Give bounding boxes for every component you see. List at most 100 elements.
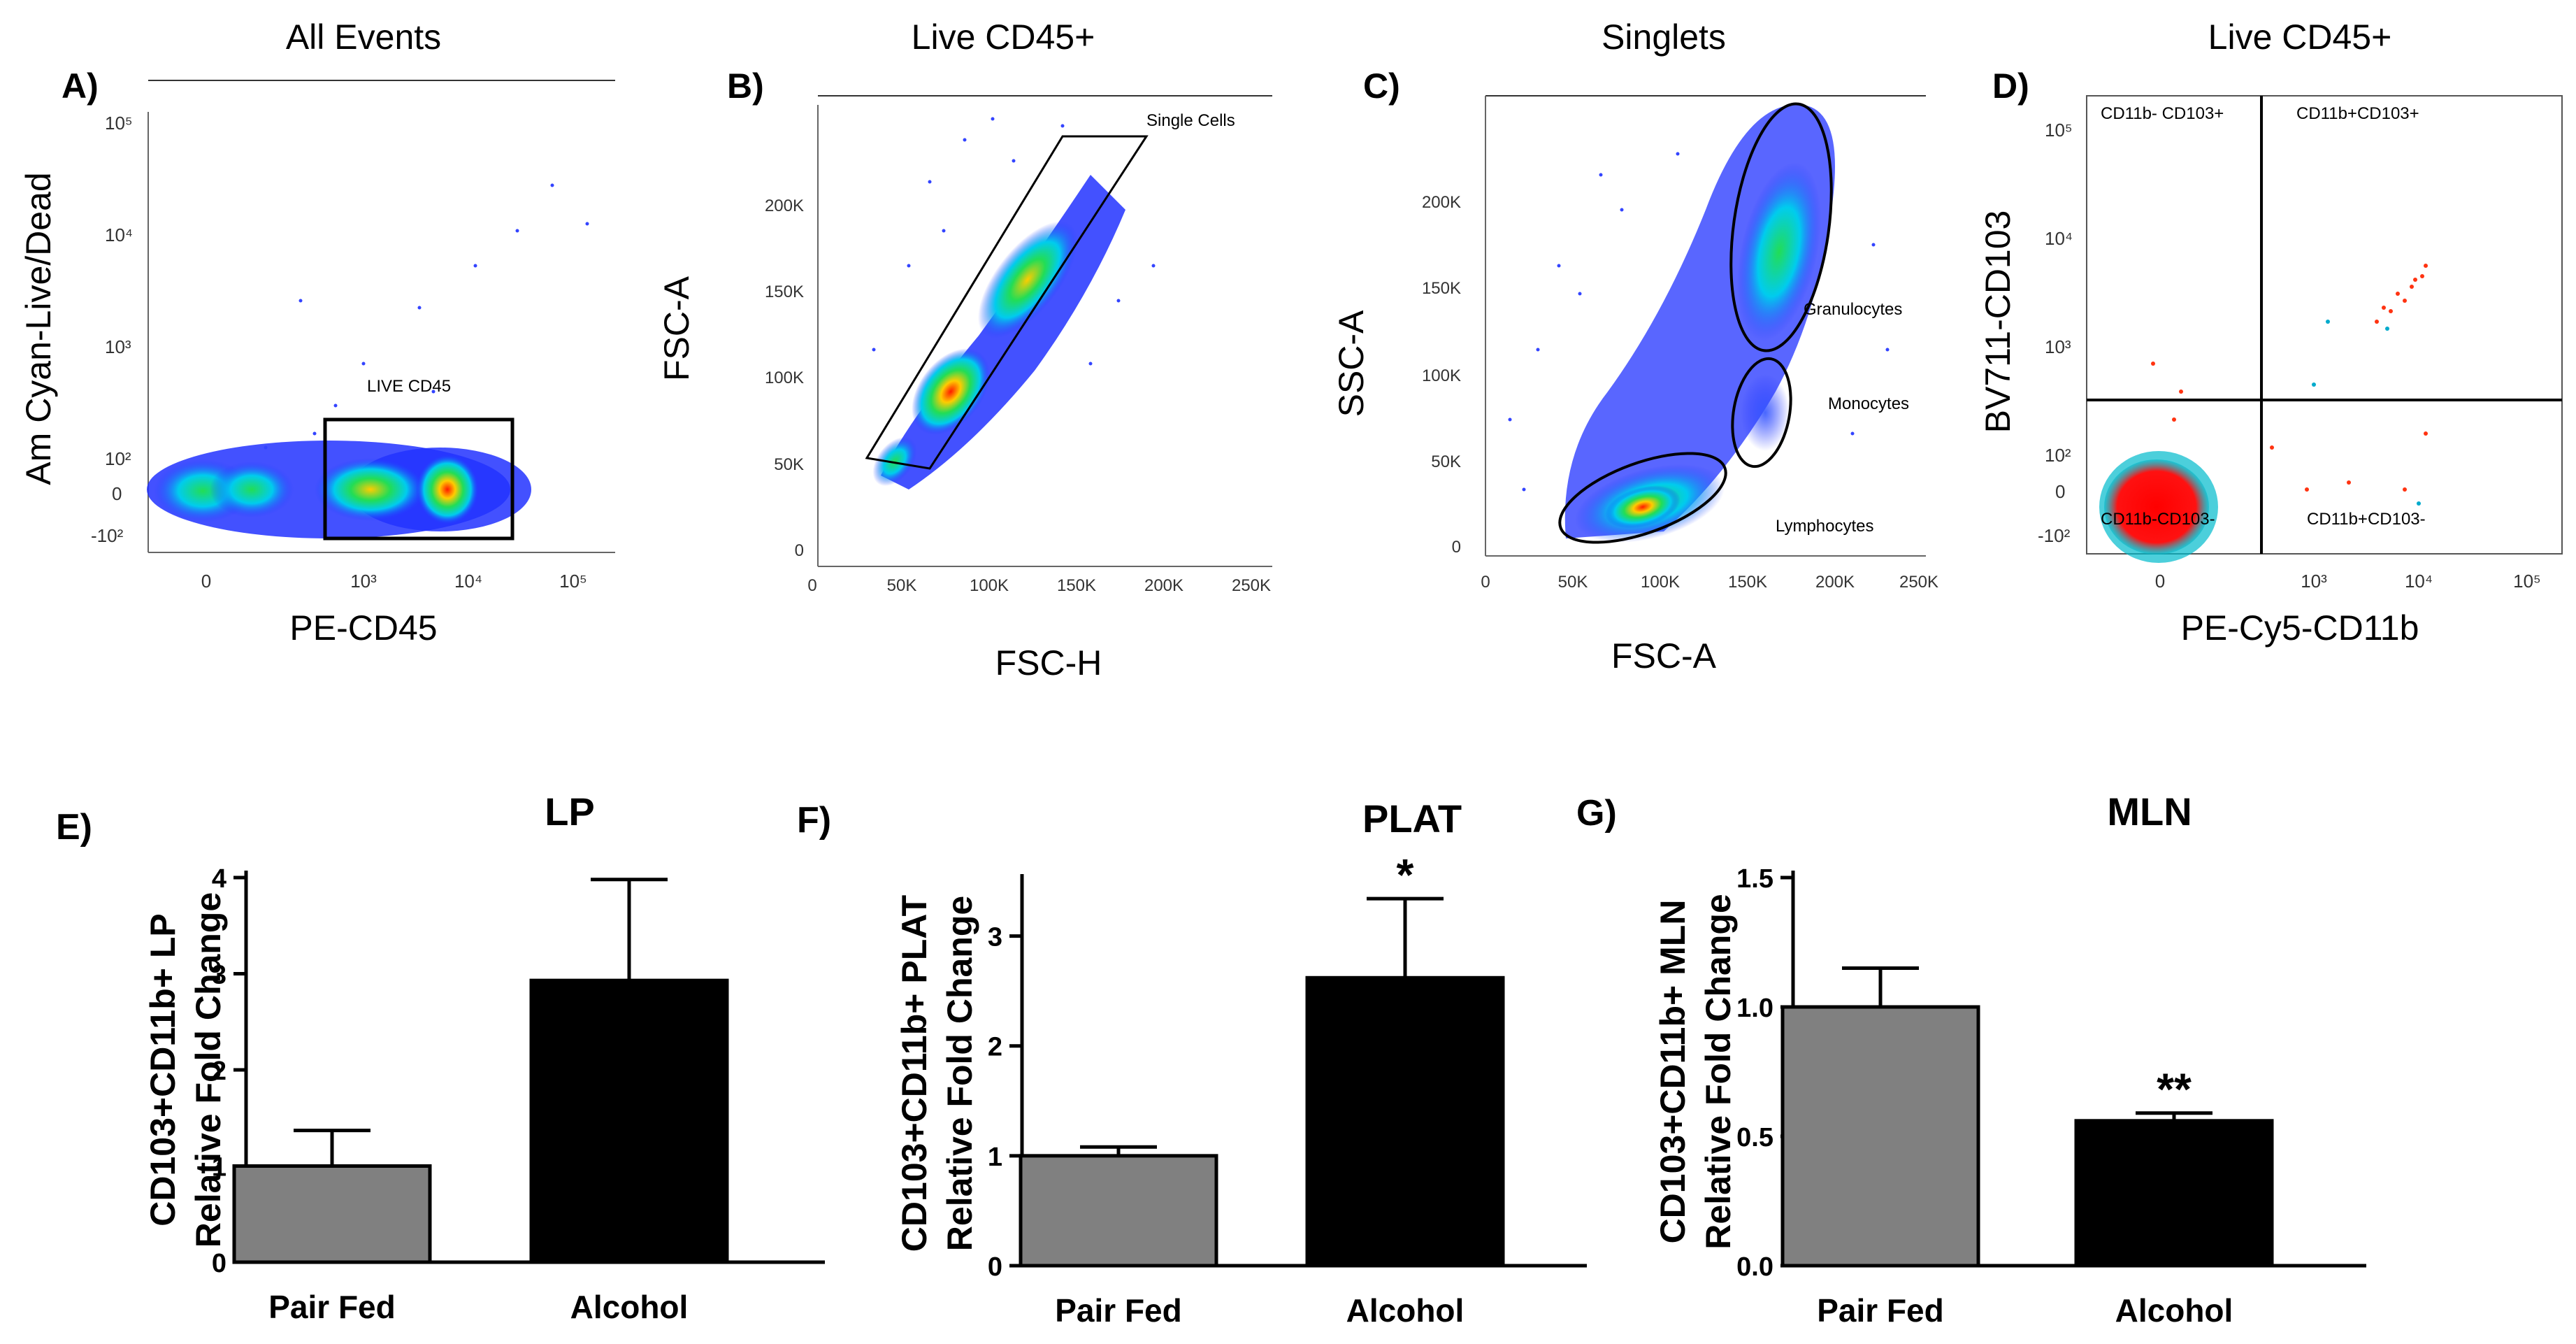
y-axis-label: CD103+CD11b+ LP — [143, 913, 182, 1226]
panel-d-ylabel: BV711-CD103 — [1978, 210, 2017, 434]
panel-c-gate-monocytes — [1731, 357, 1792, 469]
chart-title: PLAT — [1362, 796, 1462, 841]
panel-label: G) — [1576, 793, 1617, 834]
bar — [232, 1164, 432, 1264]
panel-c-gate-lymphocytes — [1558, 452, 1727, 544]
panel-c-ytick: 0 — [1452, 538, 1461, 557]
panel-b-ytick: 150K — [765, 283, 804, 301]
y-tick-label: 2 — [988, 1033, 1002, 1062]
panel-b-xtick: 100K — [970, 576, 1009, 595]
panel-c-xtick: 50K — [1558, 573, 1588, 592]
panel-c-xtick: 200K — [1815, 573, 1855, 592]
y-tick-label: 1.5 — [1736, 864, 1773, 894]
panel-c-gate-granulocytes — [1729, 102, 1833, 352]
panel-a-ytick: 0 — [112, 483, 122, 504]
panel-d-xtick: 10³ — [2301, 571, 2327, 592]
panel-a-gate-live-cd45 — [323, 417, 515, 541]
panel-a-xtick: 10⁵ — [559, 571, 587, 592]
panel-d-label: D) — [1992, 66, 2029, 106]
y-tick-label: 4 — [212, 864, 226, 894]
panel-b-ylabel: FSC-A — [657, 276, 696, 381]
panel-a-gate-label: LIVE CD45 — [367, 377, 451, 396]
panel-a-y-ticks: 10⁵ 10⁴ 10³ 10² 0 -10² — [91, 113, 133, 546]
panel-c-ylabel: SSC-A — [1332, 310, 1371, 417]
bar — [2074, 1119, 2274, 1268]
bar — [529, 978, 729, 1264]
panel-d-ytick: 10⁵ — [2045, 120, 2073, 141]
y-tick-label: 2 — [212, 1057, 226, 1086]
panel-b: B) Live CD45+ FSC-A FSC-H 0 50K 100K 150… — [657, 17, 1272, 682]
panel-b-xtick: 0 — [807, 576, 816, 595]
panel-a-title: All Events — [286, 17, 441, 57]
x-category-label: Pair Fed — [268, 1289, 396, 1325]
panel-c-xtick: 0 — [1481, 573, 1490, 592]
panel-b-x-ticks: 0 50K 100K 150K 200K 250K — [807, 576, 1271, 595]
panel-a: A) All Events Am Cyan-Live/Dead PE-CD45 … — [19, 17, 615, 648]
y-tick-label: 0.0 — [1736, 1252, 1773, 1282]
panel-a-ytick: 10⁵ — [105, 113, 133, 134]
y-axis-label: Relative Fold Change — [189, 892, 228, 1248]
y-tick-label: 0.5 — [1736, 1123, 1773, 1152]
panel-b-label: B) — [727, 66, 764, 106]
panel-d-title: Live CD45+ — [2208, 17, 2392, 57]
panel-b-ytick: 0 — [795, 541, 804, 560]
panel-b-xtick: 200K — [1144, 576, 1183, 595]
panel-d-y-ticks: 10⁵ 10⁴ 10³ 10² 0 -10² — [2038, 120, 2073, 546]
y-axis-label: Relative Fold Change — [1699, 894, 1738, 1249]
panel-d-gate-label: CD11b+CD103+ — [2296, 104, 2419, 123]
panel-d-xtick: 10⁴ — [2405, 571, 2433, 592]
panel-c-xtick: 100K — [1641, 573, 1680, 592]
x-category-label: Pair Fed — [1055, 1292, 1182, 1329]
panel-b-xtick: 50K — [887, 576, 917, 595]
panel-b-y-ticks: 0 50K 100K 150K 200K — [765, 196, 804, 560]
panel-b-gate-single-cells — [865, 135, 1149, 470]
y-tick-label: 1 — [212, 1153, 226, 1182]
panel-c-ytick: 100K — [1422, 366, 1461, 385]
panel-c-ytick: 50K — [1431, 452, 1461, 471]
panel-c-density — [1508, 104, 1890, 543]
panel-c-xtick: 250K — [1899, 573, 1938, 592]
panel-b-xlabel: FSC-H — [995, 643, 1102, 682]
panel-a-density — [147, 183, 589, 538]
panel-d-density — [2099, 264, 2428, 563]
panel-c-y-ticks: 0 50K 100K 150K 200K — [1422, 193, 1461, 557]
significance-marker: * — [1397, 850, 1414, 900]
y-tick-label: 3 — [212, 961, 226, 990]
panel-b-gate-label: Single Cells — [1146, 111, 1235, 130]
panel-d-ytick: 10² — [2045, 445, 2071, 466]
panel-a-label: A) — [62, 66, 99, 106]
panel-d-frame — [2086, 95, 2563, 555]
panel-a-ylabel: Am Cyan-Live/Dead — [19, 172, 58, 485]
panel-label: E) — [56, 807, 92, 848]
y-tick-label: 0 — [988, 1252, 1002, 1282]
panel-d-gate-label: CD11b-CD103- — [2101, 510, 2215, 529]
panel-c-ytick: 150K — [1422, 279, 1461, 298]
panel-b-density — [872, 117, 1156, 489]
bar-chart-f: F) PLAT CD103+CD11b+ PLAT Relative Fold Cha… — [797, 796, 1587, 1329]
panel-d-ytick: -10² — [2038, 525, 2071, 546]
x-category-label: Alcohol — [1346, 1292, 1465, 1329]
chart-title: MLN — [2107, 789, 2192, 834]
y-axis-label: CD103+CD11b+ MLN — [1653, 900, 1692, 1244]
bar — [1019, 1154, 1218, 1268]
panel-a-xtick: 10⁴ — [454, 571, 482, 592]
bar-chart-e: E) LP CD103+CD11b+ LP Relative Fold Change0… — [56, 789, 825, 1325]
panel-a-xlabel: PE-CD45 — [289, 608, 437, 648]
panel-b-ytick: 200K — [765, 196, 804, 215]
panel-c-label: C) — [1363, 66, 1400, 106]
panel-c-x-ticks: 0 50K 100K 150K 200K 250K — [1481, 573, 1938, 592]
x-category-label: Alcohol — [2115, 1292, 2233, 1329]
panel-d-xlabel: PE-Cy5-CD11b — [2181, 608, 2419, 648]
x-category-label: Alcohol — [570, 1289, 689, 1325]
significance-marker: ** — [2157, 1064, 2192, 1115]
panel-d: D) Live CD45+ BV711-CD103 PE-Cy5-CD11b 1… — [1978, 17, 2563, 648]
y-tick-label: 1 — [988, 1143, 1002, 1172]
panel-a-ytick: 10³ — [105, 336, 131, 357]
panel-d-xtick: 0 — [2155, 571, 2165, 592]
panel-a-ytick: 10² — [105, 448, 131, 469]
panel-d-ytick: 0 — [2055, 481, 2065, 502]
panel-c-gate-label: Granulocytes — [1804, 300, 1902, 319]
panel-d-x-ticks: 0 10³ 10⁴ 10⁵ — [2155, 571, 2541, 592]
y-tick-label: 1.0 — [1736, 994, 1773, 1023]
